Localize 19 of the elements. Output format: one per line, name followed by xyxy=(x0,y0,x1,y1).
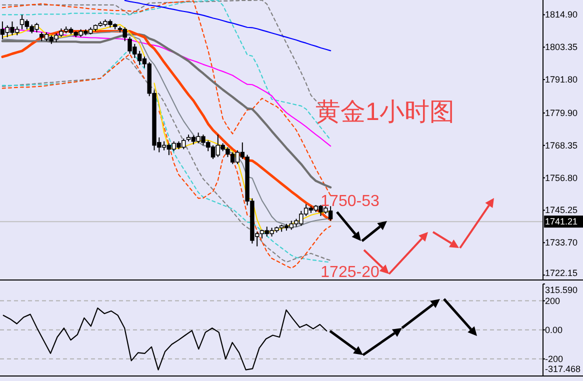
y-tick-label: 1791.80 xyxy=(545,74,578,85)
ref-line-label: 1741.21 xyxy=(545,216,578,227)
y-tick-label: 1768.35 xyxy=(545,140,578,150)
y-tick-label: -317.468 xyxy=(545,364,581,374)
y-tick-label: 0.00 xyxy=(545,324,563,335)
y-tick-label: 1722.15 xyxy=(545,268,578,278)
y-tick-label: 315.590 xyxy=(545,285,578,295)
line-series xyxy=(124,0,332,52)
y-tick-label: 1779.90 xyxy=(545,108,578,118)
annotation: 1750-53 xyxy=(320,193,380,210)
y-tick-label: 200 xyxy=(545,296,560,306)
y-tick-label: 1745.25 xyxy=(545,205,578,216)
y-tick-label: -200 xyxy=(545,354,564,364)
y-tick-label: 1814.90 xyxy=(545,10,578,20)
text: 黄金1小时图 xyxy=(316,98,454,126)
y-tick-label: 1733.70 xyxy=(545,238,578,248)
annotation: 1725-20 xyxy=(320,264,380,281)
y-tick-label: 1756.80 xyxy=(545,172,578,183)
y-tick-label: 1803.35 xyxy=(545,42,578,52)
